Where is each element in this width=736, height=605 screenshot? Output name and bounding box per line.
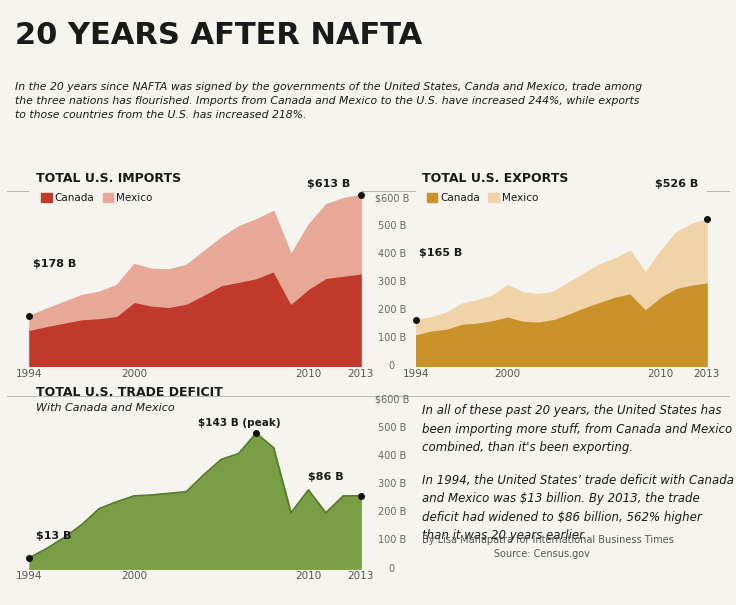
Text: 500 B: 500 B [378, 422, 406, 433]
Text: With Canada and Mexico: With Canada and Mexico [36, 403, 174, 413]
Text: 0: 0 [389, 361, 395, 371]
Text: 20 YEARS AFTER NAFTA: 20 YEARS AFTER NAFTA [15, 21, 422, 50]
Text: 400 B: 400 B [378, 451, 406, 461]
Text: In all of these past 20 years, the United States has
been importing more stuff, : In all of these past 20 years, the Unite… [422, 404, 732, 454]
Text: $86 B: $86 B [308, 472, 343, 482]
Text: 500 B: 500 B [378, 221, 406, 231]
Text: 100 B: 100 B [378, 333, 406, 343]
Text: By Lisa Mahapatra for International Business Times
                       Source: By Lisa Mahapatra for International Busi… [422, 535, 673, 558]
Text: $526 B: $526 B [654, 179, 698, 189]
Text: 100 B: 100 B [378, 535, 406, 546]
Text: TOTAL U.S. IMPORTS: TOTAL U.S. IMPORTS [36, 172, 181, 185]
Text: $613 B: $613 B [308, 179, 350, 189]
Text: In the 20 years since NAFTA was signed by the governments of the United States, : In the 20 years since NAFTA was signed b… [15, 82, 642, 120]
Text: In 1994, the United States’ trade deficit with Canada
and Mexico was $13 billion: In 1994, the United States’ trade defici… [422, 474, 734, 542]
Legend: Canada, Mexico: Canada, Mexico [427, 194, 539, 203]
Text: 200 B: 200 B [378, 305, 406, 315]
Text: 200 B: 200 B [378, 507, 406, 517]
Text: TOTAL U.S. TRADE DEFICIT: TOTAL U.S. TRADE DEFICIT [36, 387, 223, 399]
Legend: Canada, Mexico: Canada, Mexico [41, 194, 153, 203]
Text: 300 B: 300 B [378, 479, 406, 489]
Text: 400 B: 400 B [378, 249, 406, 260]
Text: $178 B: $178 B [33, 260, 76, 269]
Text: 300 B: 300 B [378, 277, 406, 287]
Text: $13 B: $13 B [36, 531, 71, 541]
Text: $143 B (peak): $143 B (peak) [198, 418, 281, 428]
Text: $600 B: $600 B [375, 194, 409, 203]
Text: 0: 0 [389, 564, 395, 574]
Text: $165 B: $165 B [419, 249, 462, 258]
Text: $600 B: $600 B [375, 394, 409, 404]
Text: TOTAL U.S. EXPORTS: TOTAL U.S. EXPORTS [422, 172, 568, 185]
